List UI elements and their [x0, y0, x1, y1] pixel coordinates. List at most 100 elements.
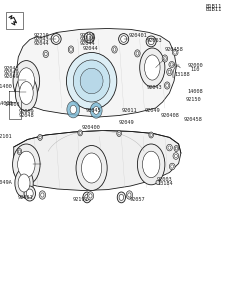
Ellipse shape [119, 194, 124, 200]
Circle shape [89, 194, 92, 198]
Ellipse shape [18, 68, 35, 94]
Text: 92043: 92043 [4, 66, 19, 71]
Text: 14001: 14001 [5, 102, 20, 107]
Text: 92049: 92049 [144, 108, 160, 113]
Circle shape [168, 70, 171, 74]
Ellipse shape [171, 165, 174, 168]
Circle shape [166, 84, 169, 87]
Text: 92000: 92000 [188, 63, 203, 68]
Text: 920400: 920400 [82, 125, 101, 130]
Circle shape [78, 130, 82, 136]
Circle shape [70, 105, 76, 114]
Ellipse shape [84, 32, 94, 43]
Ellipse shape [86, 34, 92, 41]
Ellipse shape [137, 144, 165, 185]
Text: 13184: 13184 [157, 181, 172, 186]
Ellipse shape [15, 75, 37, 111]
Ellipse shape [73, 60, 110, 102]
Ellipse shape [170, 63, 173, 66]
Ellipse shape [83, 192, 91, 203]
Ellipse shape [166, 144, 172, 151]
Bar [6, 12, 23, 28]
Circle shape [175, 147, 177, 150]
Ellipse shape [146, 36, 156, 47]
Text: 92048: 92048 [79, 37, 95, 42]
Ellipse shape [13, 61, 40, 101]
Circle shape [43, 50, 49, 58]
Text: 92045: 92045 [85, 108, 101, 113]
Text: 92044: 92044 [79, 41, 95, 46]
Circle shape [93, 106, 99, 114]
Text: 92043: 92043 [147, 85, 162, 90]
Circle shape [135, 50, 140, 57]
Circle shape [44, 52, 47, 56]
Circle shape [118, 132, 120, 135]
Ellipse shape [169, 163, 175, 170]
Ellipse shape [156, 180, 160, 184]
Text: 92101: 92101 [0, 134, 13, 139]
Circle shape [90, 103, 102, 118]
Text: 920401: 920401 [128, 33, 147, 38]
Circle shape [112, 46, 117, 53]
Text: 920458: 920458 [165, 47, 184, 52]
Ellipse shape [18, 151, 35, 178]
Ellipse shape [173, 153, 179, 159]
Text: 92191: 92191 [73, 197, 88, 202]
Circle shape [174, 146, 179, 152]
Ellipse shape [15, 169, 33, 197]
Text: 92049: 92049 [4, 74, 19, 79]
Text: 92063: 92063 [147, 38, 162, 43]
Ellipse shape [85, 194, 89, 200]
Text: 92003: 92003 [157, 177, 172, 182]
Ellipse shape [66, 52, 117, 110]
Ellipse shape [168, 146, 171, 149]
Polygon shape [14, 130, 181, 190]
Ellipse shape [169, 61, 174, 68]
Circle shape [39, 136, 41, 139]
Circle shape [87, 192, 94, 200]
Text: 92048: 92048 [19, 113, 34, 118]
Circle shape [18, 150, 21, 153]
Circle shape [126, 191, 133, 199]
Text: 13188: 13188 [174, 72, 190, 77]
Circle shape [150, 134, 152, 136]
Circle shape [68, 46, 74, 53]
Circle shape [167, 68, 172, 76]
Ellipse shape [172, 50, 178, 56]
Ellipse shape [119, 34, 129, 44]
Circle shape [113, 48, 116, 51]
Text: 92043: 92043 [34, 37, 49, 42]
Text: 14001: 14001 [0, 101, 13, 106]
Circle shape [164, 82, 170, 89]
Circle shape [38, 134, 42, 140]
Ellipse shape [174, 51, 177, 54]
Text: 92061: 92061 [18, 195, 33, 200]
Ellipse shape [18, 174, 30, 192]
Ellipse shape [121, 36, 127, 42]
Text: 92044: 92044 [34, 41, 49, 46]
Ellipse shape [51, 34, 61, 44]
Ellipse shape [24, 186, 35, 201]
Circle shape [162, 55, 168, 62]
Circle shape [70, 48, 72, 51]
Ellipse shape [76, 146, 107, 190]
Text: B1B11: B1B11 [206, 4, 222, 9]
Circle shape [117, 130, 121, 136]
Text: 92044: 92044 [83, 46, 98, 51]
Text: 110: 110 [190, 67, 199, 72]
Circle shape [79, 131, 81, 134]
Text: 920408: 920408 [160, 113, 179, 118]
Text: 92150: 92150 [185, 97, 201, 102]
Circle shape [136, 52, 139, 55]
Text: 92009: 92009 [19, 109, 34, 114]
Text: 920458: 920458 [183, 117, 202, 122]
Text: 92210: 92210 [34, 33, 49, 38]
Ellipse shape [148, 38, 154, 45]
Circle shape [41, 193, 44, 197]
Ellipse shape [26, 189, 33, 198]
Ellipse shape [117, 192, 125, 203]
Ellipse shape [19, 82, 33, 104]
Ellipse shape [82, 153, 102, 183]
Polygon shape [16, 28, 176, 117]
Text: 92049A: 92049A [0, 181, 13, 185]
